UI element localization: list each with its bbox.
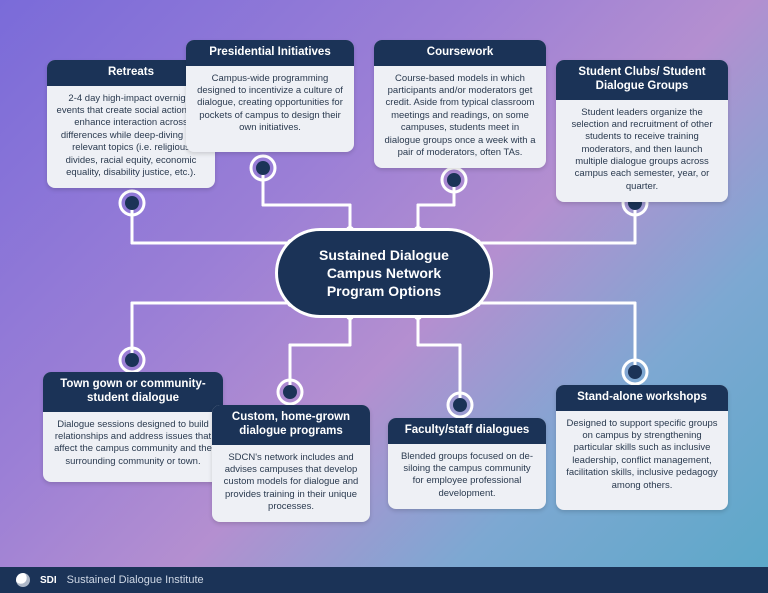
- card-presidential: Presidential InitiativesCampus-wide prog…: [186, 40, 354, 152]
- footer-brand-full: Sustained Dialogue Institute: [67, 574, 204, 586]
- card-body-faculty: Blended groups focused on de-siloing the…: [388, 444, 546, 509]
- card-clubs: Student Clubs/ Student Dialogue GroupsSt…: [556, 60, 728, 202]
- card-body-coursework: Course-based models in which participant…: [374, 66, 546, 168]
- hub-title: Sustained Dialogue Campus Network Progra…: [275, 228, 493, 318]
- card-workshops: Stand-alone workshopsDesigned to support…: [556, 385, 728, 510]
- sdi-logo-icon: [16, 573, 30, 587]
- card-title-presidential: Presidential Initiatives: [186, 40, 354, 66]
- card-towngown: Town gown or community-student dialogueD…: [43, 372, 223, 482]
- card-title-clubs: Student Clubs/ Student Dialogue Groups: [556, 60, 728, 100]
- card-custom: Custom, home-grown dialogue programsSDCN…: [212, 405, 370, 522]
- footer-brand-short: SDI: [40, 575, 57, 586]
- card-title-faculty: Faculty/staff dialogues: [388, 418, 546, 444]
- card-title-coursework: Coursework: [374, 40, 546, 66]
- hub-title-text: Sustained Dialogue Campus Network Progra…: [298, 246, 470, 301]
- card-coursework: CourseworkCourse-based models in which p…: [374, 40, 546, 168]
- card-body-custom: SDCN's network includes and advises camp…: [212, 445, 370, 523]
- card-title-workshops: Stand-alone workshops: [556, 385, 728, 411]
- card-title-towngown: Town gown or community-student dialogue: [43, 372, 223, 412]
- footer-bar: SDI Sustained Dialogue Institute: [0, 567, 768, 593]
- card-faculty: Faculty/staff dialoguesBlended groups fo…: [388, 418, 546, 509]
- card-body-towngown: Dialogue sessions designed to build rela…: [43, 412, 223, 477]
- card-body-presidential: Campus-wide programming designed to ince…: [186, 66, 354, 144]
- card-body-clubs: Student leaders organize the selection a…: [556, 100, 728, 202]
- card-body-workshops: Designed to support specific groups on c…: [556, 411, 728, 501]
- card-title-custom: Custom, home-grown dialogue programs: [212, 405, 370, 445]
